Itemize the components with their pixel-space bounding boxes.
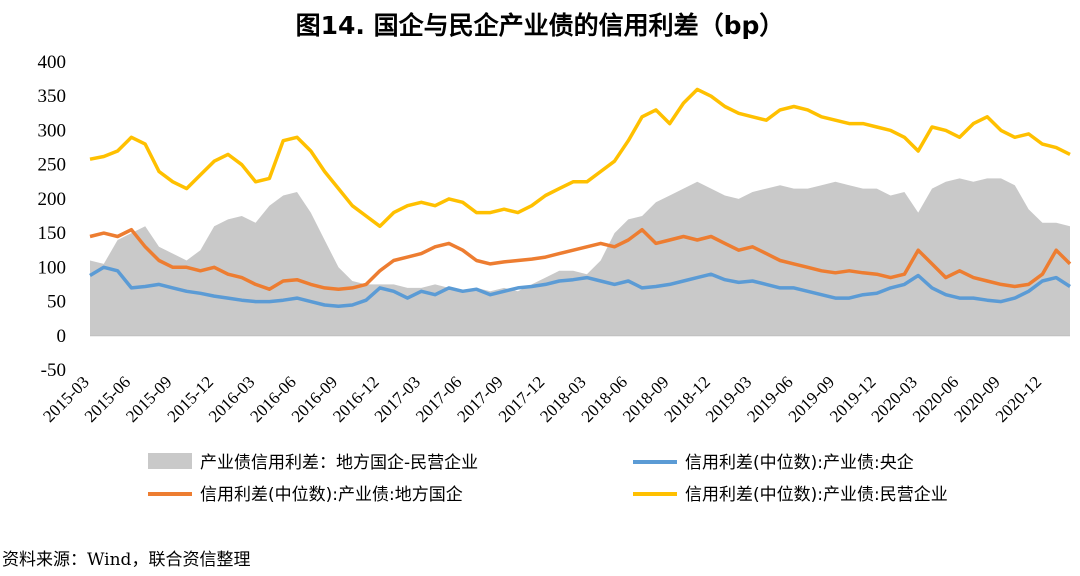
y-tick-label: 50	[47, 292, 66, 313]
legend-swatch	[148, 453, 192, 469]
series-line-private	[89, 87, 1071, 229]
series-line-central	[89, 265, 1071, 309]
y-tick-label: 400	[38, 52, 67, 73]
x-tick-label: 2020-12	[992, 372, 1046, 426]
source-note: 资料来源：Wind，联合资信整理	[2, 550, 251, 570]
series-line-local	[89, 227, 1072, 291]
y-tick-label: 300	[38, 120, 67, 141]
y-tick-label: 350	[38, 86, 67, 107]
y-tick-label: 200	[38, 189, 67, 210]
y-tick-label: 0	[57, 326, 67, 347]
y-tick-label: -50	[41, 360, 66, 381]
legend-label: 信用利差(中位数):产业债:地方国企	[200, 485, 463, 505]
legend-label: 产业债信用利差：地方国企-民营企业	[200, 453, 478, 473]
y-tick-label: 150	[38, 223, 67, 244]
legend-label: 信用利差(中位数):产业债:民营企业	[685, 485, 948, 505]
line-layer	[89, 87, 1072, 309]
y-tick-label: 100	[38, 257, 67, 278]
legend: 产业债信用利差：地方国企-民营企业 信用利差(中位数):产业债:央企信用利差(中位…	[148, 453, 948, 505]
y-tick-label: 250	[38, 155, 67, 176]
chart-title: 图14. 国企与民企产业债的信用利差（bp）	[295, 11, 785, 40]
legend-label: 信用利差(中位数):产业债:央企	[685, 453, 914, 473]
